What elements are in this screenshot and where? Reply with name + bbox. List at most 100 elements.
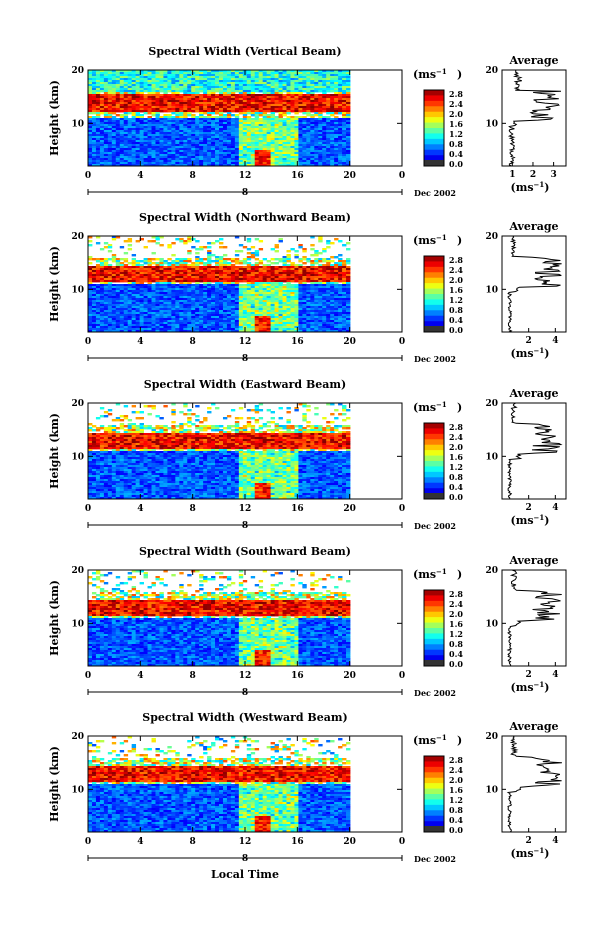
heatmap-cell <box>95 126 101 129</box>
heatmap-cell <box>179 98 184 101</box>
heatmap-cell <box>286 74 291 77</box>
heatmap-cell <box>270 122 275 125</box>
heatmap-cell <box>123 108 129 111</box>
heatmap-cell <box>318 148 323 151</box>
heatmap-cell <box>167 128 172 131</box>
heatmap-cell <box>163 262 168 265</box>
heatmap-cell <box>322 70 327 73</box>
heatmap-cell <box>342 90 347 93</box>
heatmap-cell <box>123 252 129 255</box>
heatmap-cell <box>131 92 137 95</box>
heatmap-cell <box>91 92 97 95</box>
heatmap-cell <box>286 126 291 129</box>
heatmap-cell <box>143 140 148 143</box>
heatmap-cell <box>222 130 228 133</box>
heatmap-cell <box>222 92 228 95</box>
heatmap-cell <box>298 130 303 133</box>
heatmap-cell <box>274 96 279 99</box>
heatmap-cell <box>219 100 224 103</box>
heatmap-cell <box>310 84 315 87</box>
heatmap-cell <box>342 114 347 117</box>
heatmap-cell <box>334 144 339 147</box>
heatmap-cell <box>254 120 260 123</box>
heatmap-cell <box>163 92 168 95</box>
heatmap-cell <box>330 130 335 133</box>
heatmap-cell <box>234 78 240 81</box>
heatmap-cell <box>135 150 141 153</box>
heatmap-cell <box>119 280 125 283</box>
heatmap-cell <box>99 96 105 99</box>
heatmap-cell <box>250 124 256 127</box>
heatmap-cell <box>219 104 224 107</box>
heatmap-cell <box>199 90 204 93</box>
heatmap-cell <box>286 88 291 91</box>
heatmap-cell <box>219 246 224 249</box>
heatmap-cell <box>322 140 327 143</box>
heatmap-cell <box>179 122 184 125</box>
heatmap-cell <box>322 142 327 145</box>
heatmap-cell <box>127 106 133 109</box>
heatmap-cell <box>234 96 240 99</box>
heatmap-cell <box>99 74 105 77</box>
heatmap-cell <box>191 110 196 113</box>
heatmap-cell <box>123 134 129 137</box>
heatmap-cell <box>258 262 264 265</box>
heatmap-cell <box>238 142 244 145</box>
heatmap-cell <box>334 118 339 121</box>
heatmap-cell <box>326 132 331 135</box>
heatmap-cell <box>326 126 331 129</box>
heatmap-cell <box>314 136 319 139</box>
heatmap-cell <box>199 112 204 115</box>
heatmap-cell <box>246 102 252 105</box>
heatmap-cell <box>155 130 160 133</box>
heatmap-cell <box>314 100 319 103</box>
heatmap-cell <box>123 84 129 87</box>
heatmap-cell <box>203 128 208 131</box>
heatmap-cell <box>203 142 208 145</box>
heatmap-cell <box>286 94 291 97</box>
heatmap-cell <box>330 126 335 129</box>
heatmap-cell <box>123 112 129 115</box>
heatmap-cell <box>334 106 339 109</box>
heatmap-cell <box>254 254 260 257</box>
heatmap-cell <box>107 134 113 137</box>
heatmap-cell <box>318 100 323 103</box>
heatmap-cell <box>246 124 252 127</box>
heatmap-cell <box>203 146 208 149</box>
heatmap-cell <box>111 280 117 283</box>
heatmap-cell <box>238 84 244 87</box>
heatmap-cell <box>250 90 256 93</box>
heatmap-cell <box>95 94 101 97</box>
heatmap-cell <box>199 138 204 141</box>
heatmap-cell <box>195 142 200 145</box>
heatmap-cell <box>183 92 188 95</box>
heatmap-cell <box>234 124 240 127</box>
heatmap-cell <box>179 240 184 243</box>
heatmap-cell <box>91 148 97 151</box>
heatmap-cell <box>123 72 129 75</box>
heatmap-cell <box>127 108 133 111</box>
heatmap-cell <box>250 78 256 81</box>
heatmap-cell <box>171 148 176 151</box>
heatmap-cell <box>131 122 137 125</box>
heatmap-cell <box>175 126 180 129</box>
heatmap-cell <box>262 130 268 133</box>
heatmap-cell <box>282 148 287 151</box>
heatmap-cell <box>294 138 299 141</box>
heatmap-cell <box>187 90 192 93</box>
heatmap-cell <box>99 122 105 125</box>
heatmap-cell <box>242 132 248 135</box>
heatmap-cell <box>314 72 319 75</box>
heatmap-cell <box>262 106 268 109</box>
heatmap-cell <box>346 106 351 109</box>
heatmap-cell <box>242 82 248 85</box>
heatmap-cell <box>131 74 137 77</box>
heatmap-cell <box>119 126 125 129</box>
heatmap-cell <box>95 130 101 133</box>
heatmap-cell <box>131 136 137 139</box>
heatmap-cell <box>290 100 295 103</box>
heatmap-cell <box>123 120 129 123</box>
heatmap-cell <box>326 72 331 75</box>
heatmap-cell <box>230 118 236 121</box>
heatmap-cell <box>179 148 184 151</box>
